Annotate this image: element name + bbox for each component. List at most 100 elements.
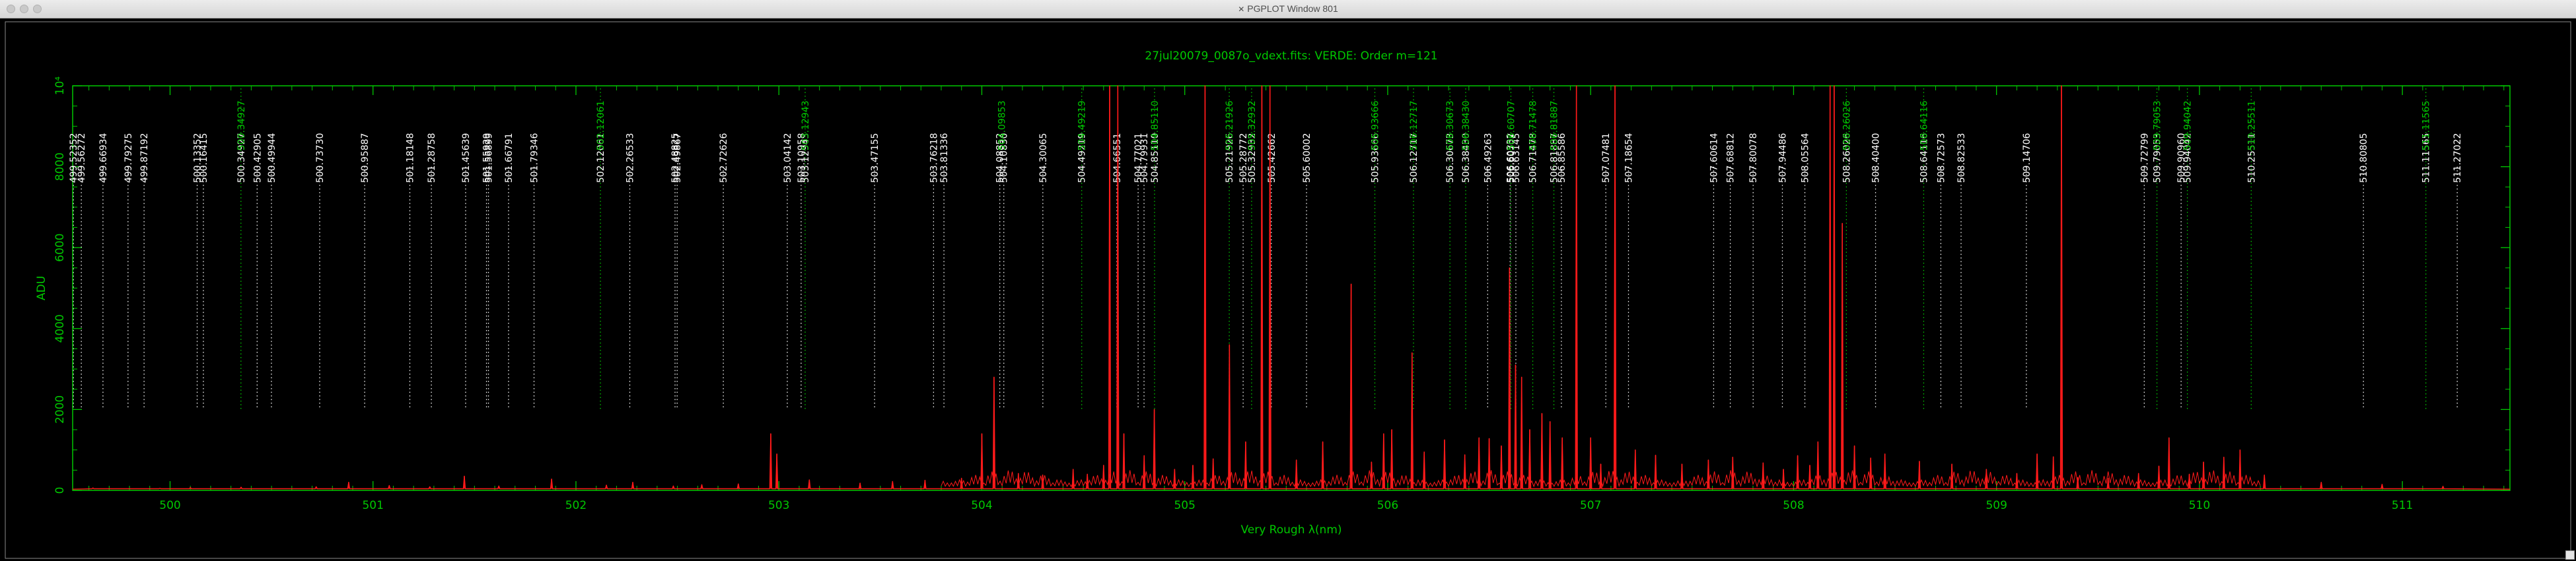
minimize-button[interactable]	[20, 5, 28, 13]
line-annotation: 500.34927	[236, 100, 247, 150]
line-label: 506.49263	[1483, 133, 1493, 183]
line-label: 499.56272	[77, 133, 87, 183]
resize-grip-icon[interactable]	[2565, 550, 2575, 560]
line-label: 504.85110	[1150, 133, 1161, 183]
x-tick-label: 505	[1174, 499, 1195, 512]
line-annotation: 504.49219	[1077, 100, 1088, 150]
line-annotation: 506.30673	[1445, 100, 1456, 150]
line-label: 507.07481	[1601, 133, 1612, 183]
line-label: 501.56899	[484, 133, 495, 183]
line-label: 504.49219	[1077, 133, 1088, 183]
line-label: 508.26026	[1842, 133, 1852, 183]
line-label: 502.72626	[719, 133, 729, 183]
line-annotation: 510.25511	[2246, 100, 2257, 150]
line-label: 500.13352	[193, 133, 203, 183]
x-tick-label: 500	[159, 499, 180, 512]
line-label: 499.52352	[69, 133, 79, 183]
line-label: 507.68812	[1726, 133, 1736, 183]
line-label: 505.21926	[1225, 133, 1235, 183]
pgplot-canvas: 27jul20079_0087o_vdext.fits: VERDE: Orde…	[5, 21, 2571, 559]
close-button[interactable]	[7, 5, 15, 13]
line-label: 507.94486	[1777, 133, 1788, 183]
line-label: 504.30065	[1038, 133, 1049, 183]
x-tick-label: 507	[1580, 499, 1601, 512]
line-label: 501.79346	[530, 133, 540, 183]
line-annotation: 505.21926	[1225, 100, 1235, 150]
line-label: 502.12061	[596, 133, 606, 183]
line-annotation: 506.81887	[1550, 100, 1560, 150]
line-label: 503.04142	[783, 133, 793, 183]
chart-title: 27jul20079_0087o_vdext.fits: VERDE: Orde…	[1145, 50, 1437, 63]
line-label: 500.95887	[360, 133, 371, 183]
window-title: ✕ PGPLOT Window 801	[0, 3, 2576, 14]
canvas-border	[5, 21, 2571, 559]
x-tick-label: 501	[362, 499, 383, 512]
x-tick-label: 508	[1783, 499, 1804, 512]
zoom-button[interactable]	[33, 5, 42, 13]
line-label: 506.30673	[1445, 133, 1456, 183]
line-label: 508.05564	[1801, 133, 1811, 183]
line-label: 500.49944	[267, 133, 277, 183]
line-label: 506.12717	[1409, 133, 1419, 183]
line-label: 504.77021	[1133, 133, 1144, 183]
window-titlebar[interactable]: ✕ PGPLOT Window 801	[0, 0, 2576, 18]
line-label: 499.87192	[139, 133, 150, 183]
line-label: 509.90960	[2176, 133, 2187, 183]
line-label: 501.66791	[504, 133, 515, 183]
y-tick-label: 0	[54, 487, 67, 494]
line-label: 511.11565	[2421, 133, 2432, 183]
line-annotation: 502.12061	[596, 100, 606, 150]
line-label: 509.72799	[2139, 133, 2150, 183]
y-tick-label: 10⁴	[54, 77, 67, 96]
line-label: 510.25511	[2246, 133, 2257, 183]
x-tick-label: 511	[2392, 499, 2413, 512]
line-annotation: 506.71478	[1528, 100, 1539, 150]
line-label: 505.32932	[1247, 133, 1258, 183]
line-label: 509.79053	[2153, 133, 2163, 183]
x-tick-label: 506	[1377, 499, 1398, 512]
x-axis-label: Very Rough λ(nm)	[1240, 523, 1342, 537]
line-label: 504.08852	[995, 133, 1006, 183]
line-annotation: 506.60707	[1506, 100, 1517, 150]
line-label: 501.45639	[461, 133, 472, 183]
line-label: 505.93666	[1370, 133, 1380, 183]
line-label: 508.72573	[1936, 133, 1947, 183]
line-label: 509.94042	[2183, 133, 2194, 183]
y-tick-label: 8000	[54, 152, 67, 181]
y-tick-label: 4000	[54, 314, 67, 343]
line-label: 499.66934	[98, 133, 109, 183]
line-label: 506.85586	[1557, 133, 1567, 183]
x11-icon: ✕	[1238, 5, 1245, 14]
line-label: 502.49867	[672, 133, 683, 183]
line-label: 506.63145	[1511, 133, 1522, 183]
line-label: 506.71478	[1528, 133, 1539, 183]
line-annotation: 506.12717	[1409, 100, 1419, 150]
line-label: 510.80805	[2359, 133, 2369, 183]
line-label: 509.14706	[2022, 133, 2032, 183]
line-label: 507.80078	[1748, 133, 1759, 183]
line-annotation: 505.32932	[1247, 100, 1258, 150]
line-annotation: 504.85110	[1150, 100, 1161, 150]
line-annotation: 506.38430	[1461, 100, 1472, 150]
x-tick-label: 502	[565, 499, 587, 512]
line-annotation: 509.94042	[2183, 100, 2194, 150]
line-label: 507.18654	[1624, 133, 1634, 183]
x-tick-label: 509	[1986, 499, 2007, 512]
y-axis-label: ADU	[35, 276, 48, 300]
line-label: 500.42905	[252, 133, 263, 183]
y-tick-label: 6000	[54, 234, 67, 262]
line-label: 508.82533	[1956, 133, 1967, 183]
line-annotation: 508.64116	[1919, 100, 1929, 150]
line-label: 505.60002	[1302, 133, 1312, 183]
line-label: 501.28758	[427, 133, 437, 183]
line-label: 502.48825	[670, 133, 681, 183]
line-annotation: 508.26026	[1842, 100, 1852, 150]
line-label: 500.16415	[199, 133, 209, 183]
line-label: 501.55929	[482, 133, 493, 183]
line-label: 502.26533	[625, 133, 635, 183]
line-label: 503.47155	[870, 133, 880, 183]
line-label: 503.12943	[801, 133, 811, 183]
x-tick-label: 504	[971, 499, 992, 512]
line-label: 504.10830	[999, 133, 1010, 183]
line-annotation: 511.11565	[2421, 100, 2432, 150]
